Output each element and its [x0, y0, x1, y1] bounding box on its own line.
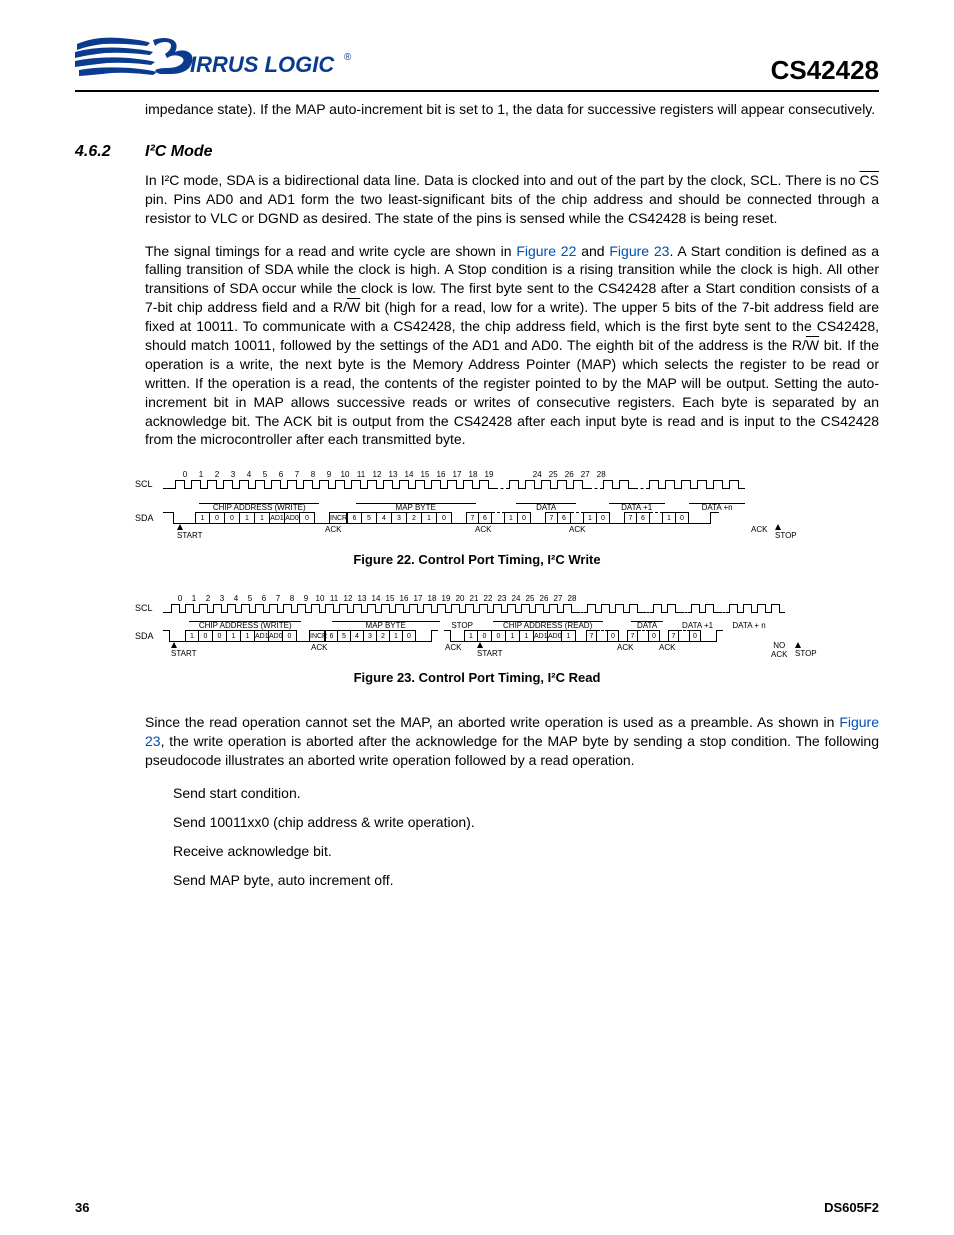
incr-cell: INCR	[329, 512, 347, 524]
incr-cell-23: INCR	[309, 630, 325, 642]
label-chip-read: CHIP ADDRESS (READ)	[493, 621, 603, 630]
scl-wave	[163, 480, 745, 489]
paragraph-3: Since the read operation cannot set the …	[145, 713, 879, 770]
sda-label-23: SDA	[135, 632, 163, 641]
label-data-23: DATA	[631, 621, 663, 630]
page-number: 36	[75, 1200, 89, 1215]
p3-t1: Since the read operation cannot set the …	[145, 714, 839, 730]
label-chip-write: CHIP ADDRESS (WRITE)	[199, 503, 319, 512]
label-datan: DATA +n	[689, 503, 745, 512]
p2-t1: The signal timings for a read and write …	[145, 243, 516, 259]
stop-label: STOP	[775, 531, 797, 540]
pseudo-2: Send 10011xx0 (chip address & write oper…	[173, 813, 879, 832]
label-chip-write-23: CHIP ADDRESS (WRITE)	[189, 621, 301, 630]
fig22-annotations: START ACK ACK ACK ACK STOP	[163, 524, 823, 540]
fig23-annotations: START ACK ACK START ACK ACK NOACK STOP	[163, 642, 843, 658]
cirrus-logo-icon: IRRUS LOGIC ®	[75, 30, 355, 88]
p2-t4: bit. If the operation is a write, the ne…	[145, 337, 879, 447]
label-data1-23: DATA +1	[678, 622, 718, 630]
pseudocode: Send start condition. Send 10011xx0 (chi…	[145, 784, 879, 890]
ack-4: ACK	[751, 526, 767, 534]
page-footer: 36 DS605F2	[75, 1200, 879, 1215]
p2-w1: W	[347, 299, 360, 315]
scl-label: SCL	[135, 480, 163, 489]
sda-label: SDA	[135, 514, 163, 523]
fig23-scl-row: SCL	[135, 604, 879, 613]
paragraph-2: The signal timings for a read and write …	[145, 242, 879, 450]
ack-23-2: ACK	[445, 644, 461, 652]
logo-text: IRRUS LOGIC	[190, 52, 335, 77]
start-23-2: START	[477, 649, 502, 658]
scl-wave-23	[163, 604, 785, 613]
p1-cs: CS	[860, 172, 879, 188]
fig22-section-labels: CHIP ADDRESS (WRITE) MAP BYTE DATA DATA …	[163, 503, 745, 512]
pseudo-1: Send start condition.	[173, 784, 879, 803]
doc-number: DS605F2	[824, 1200, 879, 1215]
p2-and: and	[576, 243, 609, 259]
fig22-bits: 10011AD1AD00 INCR6543210 7610 7610 7610	[163, 512, 719, 524]
section-number: 4.6.2	[75, 143, 145, 161]
page-header: IRRUS LOGIC ® CS42428	[75, 30, 879, 92]
label-datan-23: DATA + n	[728, 622, 770, 630]
fig23-caption: Figure 23. Control Port Timing, I²C Read	[75, 670, 879, 685]
p2-w2: W	[806, 337, 819, 353]
intro-continuation: impedance state). If the MAP auto-increm…	[145, 100, 879, 119]
fig22-caption: Figure 22. Control Port Timing, I²C Writ…	[75, 552, 879, 567]
label-map-23: MAP BYTE	[332, 621, 440, 630]
fig22-scl-row: SCL	[135, 480, 879, 489]
fig23-section-labels: CHIP ADDRESS (WRITE) MAP BYTE STOP CHIP …	[163, 621, 770, 630]
ack-2: ACK	[475, 526, 491, 534]
stop-mid: STOP	[450, 622, 474, 630]
p1-t2: pin. Pins AD0 and AD1 form the two least…	[145, 191, 879, 226]
pseudo-3: Receive acknowledge bit.	[173, 842, 879, 861]
start-23-1: START	[171, 649, 196, 658]
label-data1: DATA +1	[609, 503, 665, 512]
section-title: I²C Mode	[145, 143, 213, 161]
ack-23-1: ACK	[311, 644, 327, 652]
start-label: START	[177, 531, 202, 540]
ack-23-4: ACK	[659, 644, 675, 652]
label-map: MAP BYTE	[356, 503, 476, 512]
paragraph-1: In I²C mode, SDA is a bidirectional data…	[145, 171, 879, 228]
section-heading: 4.6.2 I²C Mode	[75, 143, 879, 161]
ack-3: ACK	[569, 526, 585, 534]
pseudo-4: Send MAP byte, auto increment off.	[173, 871, 879, 890]
figure-23-timing: 0123456789101112131415161718192021222324…	[135, 595, 879, 658]
svg-text:®: ®	[344, 52, 352, 63]
scl-label-23: SCL	[135, 604, 163, 613]
p1-t1: In I²C mode, SDA is a bidirectional data…	[145, 172, 860, 188]
fig23-bits: 10011AD1AD00 INCR6543210 10011AD1AD01 70…	[163, 630, 723, 642]
figref-23a[interactable]: Figure 23	[609, 243, 669, 259]
fig22-ticks: 012345678910111213141516171819 242526272…	[163, 471, 609, 479]
ack-23-3: ACK	[617, 644, 633, 652]
label-data: DATA	[516, 503, 576, 512]
page: IRRUS LOGIC ® CS42428 impedance state). …	[0, 0, 954, 1235]
fig23-sda-row: SDA 10011AD1AD00 INCR6543210 10011AD1AD0…	[135, 630, 879, 642]
ack-1: ACK	[325, 526, 341, 534]
p3-t2: , the write operation is aborted after t…	[145, 733, 879, 768]
figref-22a[interactable]: Figure 22	[516, 243, 576, 259]
part-number: CS42428	[771, 55, 879, 88]
figure-22-timing: 012345678910111213141516171819 242526272…	[135, 471, 879, 540]
stop-23: STOP	[795, 649, 817, 658]
fig22-sda-row: SDA 10011AD1AD00 INCR6543210 7610 7610 7…	[135, 512, 879, 524]
fig23-ticks: 0123456789101112131415161718192021222324…	[163, 595, 579, 603]
logo: IRRUS LOGIC ®	[75, 30, 355, 88]
